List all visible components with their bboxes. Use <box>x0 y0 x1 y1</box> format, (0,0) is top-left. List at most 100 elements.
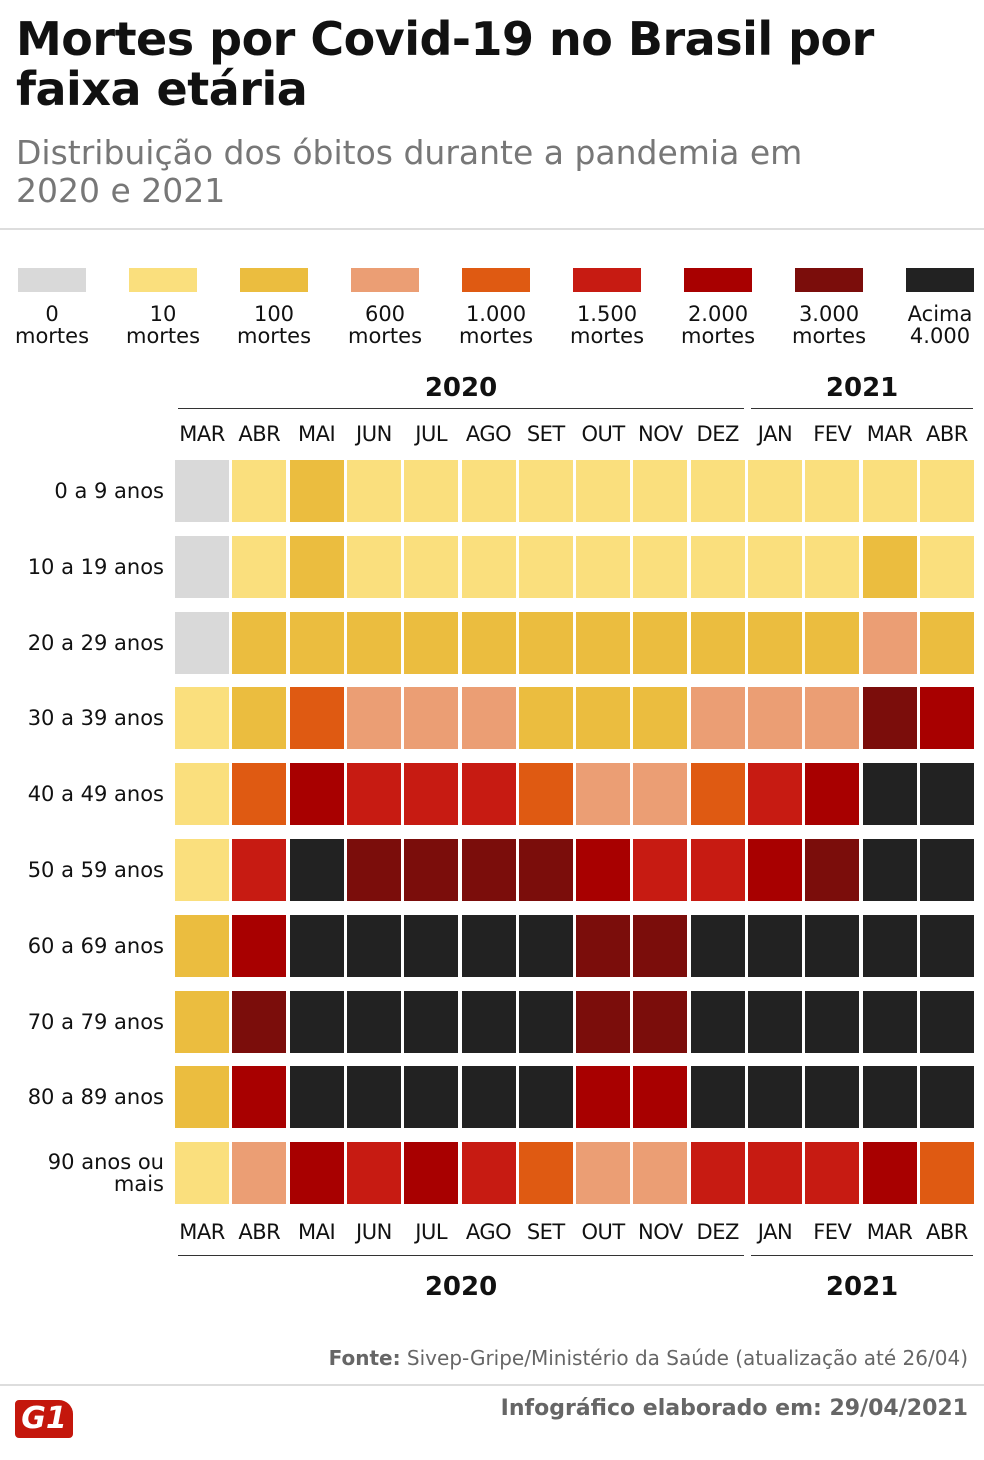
x-tick-label: MAI <box>298 1220 336 1244</box>
x-tick-label: JUL <box>415 1220 448 1244</box>
heatmap-cell <box>232 687 287 750</box>
heatmap-cell <box>805 990 860 1053</box>
heatmap-cell <box>346 1066 401 1129</box>
legend-label: 1.000 mortes <box>458 302 534 348</box>
heatmap-cell <box>232 914 287 977</box>
heatmap-cell <box>461 611 516 674</box>
heatmap-cell <box>232 990 287 1053</box>
heatmap-cell <box>862 687 917 750</box>
year-line <box>751 1255 974 1256</box>
heatmap-cell <box>805 914 860 977</box>
heatmap-cell <box>862 460 917 522</box>
x-tick-label: JUN <box>356 1220 392 1244</box>
heatmap-cell <box>919 990 974 1053</box>
x-tick-label: AGO <box>465 1220 512 1244</box>
heatmap-cell <box>518 990 573 1053</box>
heatmap-cell <box>404 1066 459 1129</box>
y-tick-label: 80 a 89 anos <box>27 1085 164 1110</box>
heatmap-cell <box>289 611 344 674</box>
legend-label: 3.000 mortes <box>791 302 867 348</box>
heatmap-cell <box>748 1142 802 1205</box>
heatmap-cell <box>346 763 401 826</box>
heatmap-cell <box>748 535 802 598</box>
heatmap-cell <box>805 1066 860 1129</box>
legend-swatch <box>795 268 863 292</box>
divider <box>0 228 984 230</box>
heatmap-cell <box>232 763 287 826</box>
heatmap-cell <box>919 1066 974 1129</box>
legend-swatch <box>462 268 530 292</box>
heatmap-cell <box>232 535 287 598</box>
heatmap-cell <box>175 1066 229 1129</box>
heatmap-cell <box>289 460 344 522</box>
heatmap-cell <box>805 611 860 674</box>
heatmap-cell <box>518 611 573 674</box>
chart-subtitle: Distribuição dos óbitos durante a pandem… <box>16 133 803 210</box>
year-label: 2020 <box>424 1272 498 1302</box>
heatmap-cell <box>633 839 688 901</box>
heatmap-cell <box>690 839 745 901</box>
y-tick-label: 20 a 29 anos <box>27 630 164 655</box>
heatmap-cell <box>175 839 229 901</box>
x-tick-label: MAR <box>179 1220 225 1244</box>
heatmap-cell <box>633 914 688 977</box>
x-tick-label: MAR <box>179 422 225 446</box>
heatmap-cell <box>862 839 917 901</box>
divider <box>0 1384 984 1386</box>
x-tick-label: ABR <box>925 422 968 446</box>
heatmap-cell <box>919 460 974 522</box>
heatmap-cell <box>748 839 802 901</box>
x-tick-label: DEZ <box>696 422 740 446</box>
x-tick-label: SET <box>526 1220 565 1244</box>
heatmap-cell <box>690 990 745 1053</box>
heatmap-cell <box>919 914 974 977</box>
credit: Infográfico elaborado em: 29/04/2021 <box>500 1396 968 1421</box>
legend-swatch <box>129 268 197 292</box>
heatmap-cell <box>461 839 516 901</box>
heatmap-cell <box>748 990 802 1053</box>
y-tick-label: 60 a 69 anos <box>27 933 164 958</box>
chart-title: Mortes por Covid-19 no Brasil por faixa … <box>16 12 874 116</box>
heatmap-cell <box>633 535 688 598</box>
heatmap-cell <box>576 687 631 750</box>
x-tick-label: DEZ <box>696 1220 740 1244</box>
x-tick-label: JUN <box>356 422 392 446</box>
x-tick-label: SET <box>526 422 565 446</box>
heatmap-cell <box>862 535 917 598</box>
heatmap-cell <box>919 1142 974 1205</box>
heatmap-cell <box>346 1142 401 1205</box>
heatmap-cell <box>919 611 974 674</box>
heatmap-cell <box>175 763 229 826</box>
y-tick-label: 40 a 49 anos <box>27 782 164 807</box>
heatmap-cell <box>404 687 459 750</box>
heatmap-cell <box>461 535 516 598</box>
heatmap-cell <box>518 687 573 750</box>
heatmap-cell <box>576 839 631 901</box>
heatmap-cell <box>518 914 573 977</box>
legend-swatch <box>240 268 308 292</box>
heatmap-cell <box>862 1066 917 1129</box>
heatmap-cell <box>862 990 917 1053</box>
heatmap-cell <box>633 611 688 674</box>
year-label: 2020 <box>424 373 498 403</box>
year-line <box>751 408 974 409</box>
heatmap-cell <box>289 763 344 826</box>
heatmap-cell <box>289 839 344 901</box>
legend-swatch <box>684 268 752 292</box>
heatmap-cell <box>633 1142 688 1205</box>
legend-label: 1.500 mortes <box>569 302 645 348</box>
heatmap-cell <box>404 914 459 977</box>
logo: G1 <box>15 1400 73 1438</box>
heatmap-cell <box>289 914 344 977</box>
year-label: 2021 <box>825 1272 899 1302</box>
heatmap-cell <box>461 914 516 977</box>
heatmap-cell <box>461 1142 516 1205</box>
heatmap-cell <box>518 763 573 826</box>
heatmap-cell <box>232 1142 287 1205</box>
heatmap-cell <box>289 687 344 750</box>
heatmap-cell <box>805 839 860 901</box>
heatmap-cell <box>346 535 401 598</box>
heatmap-cell <box>232 1066 287 1129</box>
heatmap-cell <box>175 990 229 1053</box>
heatmap-cell <box>461 687 516 750</box>
